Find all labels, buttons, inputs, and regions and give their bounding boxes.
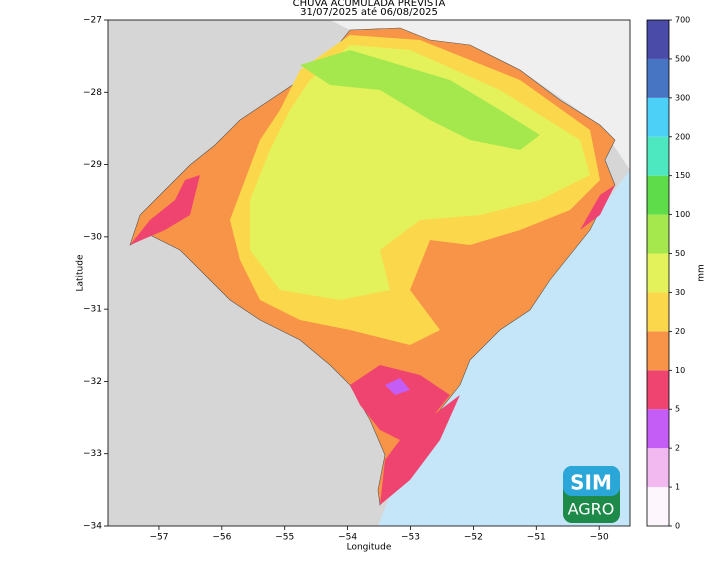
rain-region — [380, 395, 460, 505]
y-tick-label: −32 — [83, 377, 102, 387]
plot-frame — [107, 19, 631, 527]
y-tick-label: −30 — [83, 232, 102, 242]
colorbar-segment — [647, 20, 669, 59]
colorbar-tick-label: 20 — [675, 327, 685, 336]
colorbar-tick-label: 500 — [675, 54, 690, 63]
colorbar-segment — [647, 136, 669, 176]
colorbar-segment — [647, 97, 669, 137]
colorbar-segment — [647, 370, 669, 410]
rain-region — [580, 185, 615, 230]
colorbar-segment — [647, 58, 669, 98]
y-tick-label: −34 — [83, 522, 102, 532]
x-tick-label: −56 — [212, 533, 231, 543]
rain-region — [130, 175, 200, 245]
colorbar-tick-label: 150 — [675, 171, 690, 180]
x-tick-label: −55 — [275, 533, 294, 543]
rain-region — [250, 45, 590, 300]
y-axis-label: Latitude — [76, 254, 86, 292]
logo-top — [563, 466, 620, 496]
colorbar-tick-label: 1 — [675, 483, 680, 492]
colorbar-tick-label: 200 — [675, 132, 690, 141]
colorbar-tick-label: 5 — [675, 405, 680, 414]
colorbar-segment — [647, 253, 669, 293]
y-tick-label: −33 — [83, 449, 102, 459]
logo-text: AGRO — [568, 500, 615, 519]
colorbar-frame — [646, 19, 670, 527]
colorbar-segment — [647, 409, 669, 449]
x-tick-label: −51 — [527, 533, 546, 543]
colorbar-tick-label: 0 — [675, 522, 680, 531]
colorbar-tick-label: 30 — [675, 288, 685, 297]
logo-text: SIM — [570, 471, 612, 495]
map-subtitle: 31/07/2025 até 06/08/2025 — [300, 6, 438, 18]
neighbor-state — [330, 20, 630, 170]
rain-region — [300, 50, 540, 150]
colorbar-segment — [647, 487, 669, 526]
colorbar-segment — [647, 331, 669, 371]
y-tick-label: −29 — [83, 160, 102, 170]
x-tick-label: −54 — [338, 533, 357, 543]
colorbar-label: mm — [697, 264, 707, 282]
colorbar-segment — [647, 448, 669, 488]
x-axis-label: Longitude — [347, 543, 392, 553]
x-tick-label: −57 — [149, 533, 168, 543]
y-tick-label: −28 — [83, 88, 102, 98]
colorbar-segment — [647, 214, 669, 254]
map-title: CHUVA ACUMULADA PREVISTA — [293, 0, 446, 9]
colorbar-tick-label: 50 — [675, 249, 685, 258]
colorbar-segment — [647, 292, 669, 332]
x-tick-label: −50 — [590, 533, 609, 543]
colorbar-segment — [647, 175, 669, 215]
colorbar-tick-label: 2 — [675, 444, 680, 453]
colorbar-tick-label: 300 — [675, 93, 690, 102]
x-tick-label: −52 — [464, 533, 483, 543]
rain-region — [385, 378, 410, 395]
y-tick-label: −31 — [83, 305, 102, 315]
colorbar-tick-label: 100 — [675, 210, 690, 219]
y-tick-label: −27 — [83, 16, 102, 26]
colorbar-tick-label: 700 — [675, 16, 690, 25]
x-tick-label: −53 — [401, 533, 420, 543]
colorbar-tick-label: 10 — [675, 366, 685, 375]
map-area: SIM AGRO — [108, 20, 630, 526]
